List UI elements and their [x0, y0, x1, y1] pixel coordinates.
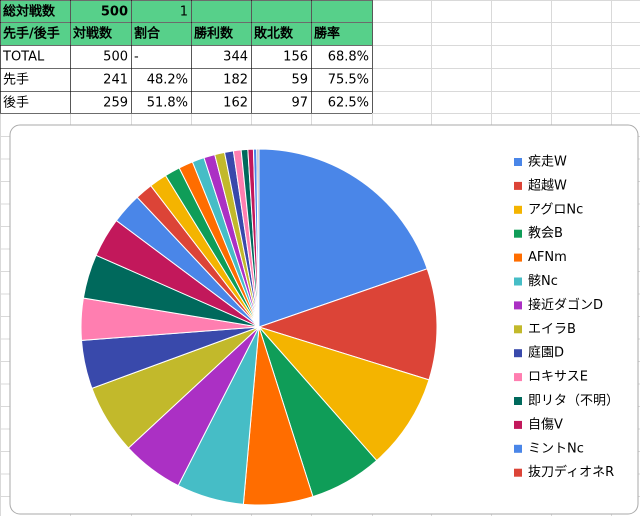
- legend-label: 抜刀ディオネR: [528, 464, 614, 480]
- cell-text: 182: [223, 73, 248, 88]
- legend-swatch: [514, 373, 522, 382]
- cell-text: 割合: [134, 26, 161, 42]
- legend-swatch: [514, 181, 522, 190]
- legend-label: ロキサスE: [528, 370, 588, 385]
- legend: 疾走W 超越W アグロNc 教会B AFNm 骸Nc 接近ダゴンD エイラB 庭園D ロキサスE 即…: [514, 155, 619, 480]
- cell-text: 75.5%: [328, 73, 369, 88]
- legend-swatch: [514, 158, 522, 166]
- cell-text: 344: [223, 50, 248, 65]
- legend-swatch: [514, 325, 522, 334]
- legend-swatch: [514, 277, 522, 286]
- cell-text: 勝率: [314, 26, 340, 42]
- legend-swatch: [514, 229, 522, 238]
- cell-text: 59: [291, 73, 308, 88]
- cell-text: 1: [180, 5, 188, 20]
- legend-label: 自傷V: [528, 417, 563, 432]
- legend-swatch: [514, 444, 522, 453]
- pie-slice: [257, 268, 438, 381]
- legend-label: 超越W: [528, 178, 567, 193]
- pie: [80, 148, 438, 506]
- legend-swatch: [514, 301, 522, 310]
- cell-text: 500: [103, 50, 128, 65]
- cell-text: 対戦数: [72, 26, 113, 42]
- cell-text: 先手/後手: [3, 26, 60, 42]
- cell-text: 156: [283, 50, 308, 65]
- legend-label: 接近ダゴンD: [528, 297, 603, 313]
- cell-text: 後手: [3, 96, 29, 111]
- cell-text: 97: [291, 96, 308, 111]
- cell-text: 総対戦数: [3, 4, 56, 20]
- legend-swatch: [514, 468, 522, 477]
- cell-text: 259: [103, 96, 128, 111]
- cell-text: 敗北数: [254, 26, 294, 42]
- cell-text: 241: [103, 73, 128, 88]
- cell-text: 68.8%: [328, 50, 369, 65]
- legend-swatch: [514, 397, 522, 405]
- cell-text: -: [134, 50, 139, 65]
- pie-slice: [256, 148, 260, 328]
- summary-fill: [191, 0, 372, 22]
- legend-swatch: [514, 205, 522, 214]
- cell-text: 48.2%: [147, 73, 188, 88]
- legend-swatch: [514, 349, 522, 358]
- cell-text: 500: [101, 5, 128, 20]
- legend-label: エイラB: [528, 322, 576, 337]
- legend-label: 疾走W: [528, 155, 567, 170]
- legend-label: 教会B: [528, 225, 563, 241]
- cell-text: 62.5%: [328, 96, 369, 111]
- cell-text: 先手: [3, 73, 29, 88]
- cell-text: 51.8%: [147, 96, 188, 111]
- summary-fill: [0, 0, 191, 22]
- legend-label: アグロNc: [528, 202, 583, 217]
- cell-text: TOTAL: [2, 50, 45, 65]
- legend-label: 庭園D: [528, 345, 564, 361]
- legend-label: AFNm: [528, 250, 567, 265]
- legend-label: 即リタ（不明）: [528, 394, 619, 409]
- cell-text: 勝利数: [194, 26, 234, 42]
- pie-slice: [258, 148, 428, 328]
- cell-text: 162: [223, 96, 248, 111]
- pie-slice: [257, 325, 430, 462]
- legend-label: 骸Nc: [528, 274, 558, 289]
- legend-swatch: [514, 420, 522, 429]
- legend-label: ミントNc: [528, 441, 584, 456]
- header-fill: [0, 22, 372, 45]
- legend-swatch: [514, 253, 522, 262]
